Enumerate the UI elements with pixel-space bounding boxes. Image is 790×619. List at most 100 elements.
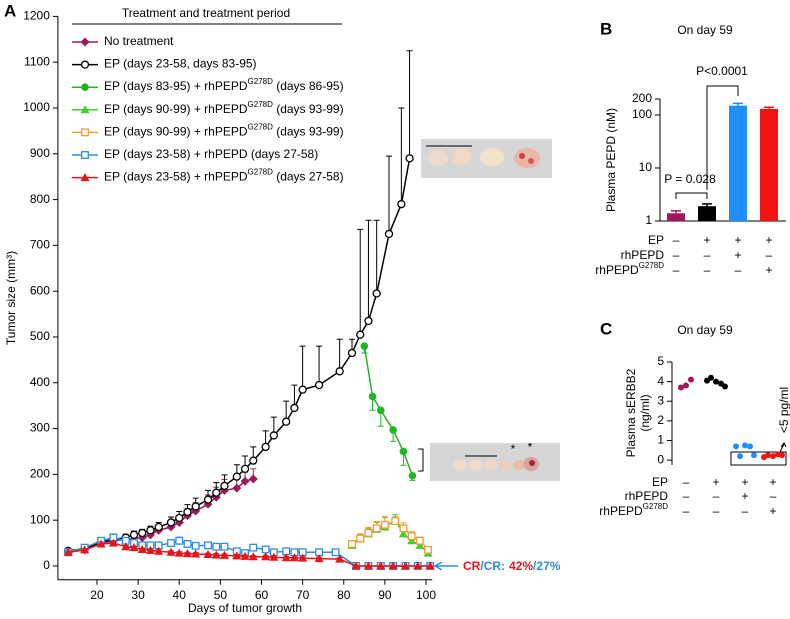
- legend-title: Treatment and treatment period: [122, 6, 290, 20]
- data-point: [240, 476, 250, 486]
- data-point: [146, 526, 155, 535]
- photo-2: [418, 443, 560, 481]
- condition-mark: –: [683, 489, 690, 503]
- series-line: [68, 158, 411, 552]
- condition-mark: –: [770, 489, 777, 503]
- legend-label-part: EP (days 23-58) + rhPEPD: [104, 170, 248, 184]
- error-bar: [398, 107, 405, 205]
- condition-mark: –: [673, 263, 680, 277]
- x-tick-label: 20: [90, 588, 104, 602]
- data-point: [683, 382, 689, 389]
- data-point: [129, 543, 139, 552]
- y-tick-label: 100: [632, 107, 652, 121]
- condition-mark: –: [742, 504, 749, 518]
- significance-bracket: [706, 85, 739, 190]
- data-point: [281, 553, 291, 562]
- legend-label: EP (days 23-58) + rhPEPD (days 27-58): [104, 147, 318, 161]
- error-bar: [336, 338, 343, 372]
- condition-mark: +: [734, 233, 741, 247]
- legend-label: EP (days 83-95) + rhPEPDG278D (days 86-9…: [104, 77, 344, 93]
- data-point: [360, 342, 369, 350]
- data-point: [232, 551, 242, 560]
- data-point: [348, 540, 356, 548]
- data-point: [232, 472, 241, 481]
- legend-label-part: EP (days 83-95) + rhPEPD: [104, 79, 248, 93]
- data-point: [289, 553, 299, 562]
- condition-mark: +: [703, 233, 710, 247]
- data-point: [220, 481, 229, 490]
- condition-label: rhPEPDG278D: [599, 502, 668, 518]
- data-point: [183, 540, 192, 548]
- bar: [760, 108, 778, 221]
- legend-label: No treatment: [104, 34, 174, 48]
- condition-mark: –: [735, 263, 742, 277]
- condition-label-part: rhPEPD: [595, 263, 639, 277]
- y-tick-label: 0: [657, 452, 664, 466]
- data-point: [399, 524, 408, 533]
- error-bar: [764, 106, 774, 109]
- data-point: [408, 471, 417, 480]
- legend-label: EP (days 23-58, days 83-95): [104, 57, 257, 71]
- legend-label-part: (days 27-58): [273, 170, 344, 184]
- cr-part: CR: [463, 559, 481, 573]
- data-point: [384, 229, 394, 239]
- condition-label: rhPEPD: [625, 489, 669, 503]
- condition-mark: –: [683, 504, 690, 518]
- condition-mark: +: [741, 489, 748, 503]
- data-point: [779, 452, 785, 459]
- significance-bracket: [675, 192, 708, 199]
- y-axis-title: Plasma sERBB2: [624, 368, 638, 457]
- detection-box: [730, 451, 787, 466]
- error-bar: [365, 219, 372, 321]
- data-point: [368, 392, 377, 401]
- data-point: [261, 552, 271, 561]
- data-point: [400, 561, 410, 570]
- photo-mark: *: [511, 442, 516, 456]
- data-point: [211, 550, 221, 559]
- data-point: [713, 378, 719, 385]
- data-point: [761, 454, 767, 461]
- data-point: [191, 502, 200, 511]
- y-axis-title: Plasma PEPD (nM): [604, 108, 618, 212]
- data-point: [407, 532, 416, 541]
- data-point: [249, 543, 258, 552]
- condition-mark: –: [673, 233, 680, 247]
- data-point: [407, 536, 417, 545]
- data-point: [248, 552, 258, 561]
- data-point: [96, 539, 106, 548]
- x-axis-title: Days of tumor growth: [188, 601, 302, 615]
- data-point: [722, 383, 728, 390]
- y-tick-label: 200: [632, 91, 652, 105]
- legend-label-part: (days 93-99): [273, 125, 344, 139]
- legend-label-part: EP (days 23-58) + rhPEPD (days 27-58): [104, 147, 318, 161]
- data-point: [415, 536, 424, 545]
- data-point: [167, 539, 175, 548]
- condition-label-sup: G278D: [639, 261, 665, 270]
- error-bar: [373, 219, 380, 294]
- data-point: [372, 524, 381, 533]
- data-point: [704, 377, 710, 384]
- bar: [698, 206, 716, 221]
- x-tick-label: 80: [337, 588, 351, 602]
- condition-mark: +: [741, 475, 748, 489]
- condition-label-part: rhPEPD: [621, 248, 665, 262]
- data-point: [248, 474, 258, 484]
- data-point: [261, 545, 270, 554]
- error-bar: [299, 345, 306, 390]
- data-point: [363, 561, 373, 570]
- legend-label-sup: G278D: [248, 77, 274, 86]
- legend-marker: [80, 105, 90, 114]
- data-point: [282, 417, 291, 426]
- error-bar: [316, 345, 323, 386]
- legend-label-part: (days 86-95): [273, 79, 344, 93]
- data-point: [770, 453, 776, 460]
- condition-label-sup: G278D: [643, 502, 669, 511]
- data-point: [191, 549, 201, 558]
- panel-letter: B: [600, 19, 612, 38]
- data-point: [413, 561, 423, 570]
- cr-annotation: CR/CR: 42%/27%: [463, 559, 561, 573]
- series-line: [351, 520, 429, 551]
- y-tick-label: 1000: [23, 100, 50, 114]
- condition-mark: –: [713, 504, 720, 518]
- legend-label-sup: G278D: [248, 100, 274, 109]
